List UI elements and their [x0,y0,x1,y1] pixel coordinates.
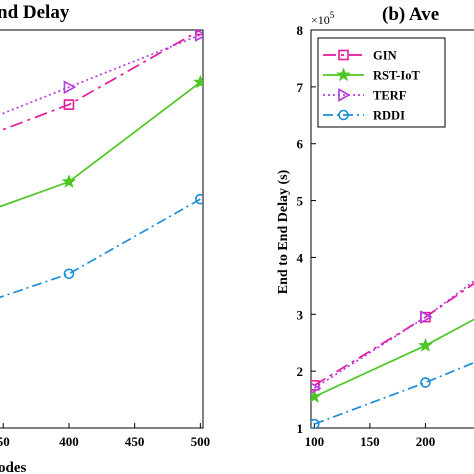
panel-a-series-rddi-point [195,193,203,205]
panel-b-x-tick-label: 100 [305,434,325,449]
panel-b-ticks: 100 150 200 1 2 3 4 5 6 7 8 [297,23,436,449]
panel-b-series-rst-iot-point [311,389,322,403]
panel-a-series-rst-iot-point [193,74,203,89]
panel-b-series-rddi-point [420,377,431,388]
panel-a-x-tick-label: 450 [125,434,145,449]
panel-a-x-tick-label: 500 [191,434,211,449]
panel-b-y-exponent: ×105 [311,10,335,27]
panel-b-x-tick-label: 200 [416,434,436,449]
panel-a-series-terf-point [195,30,203,42]
panel-b-series-terf [311,280,474,394]
panel-b-series-terf-point [420,310,433,324]
legend-label: GIN [373,49,397,63]
panel-b-x-tick-label: 150 [360,434,380,449]
panel-b-plot-area [311,280,474,428]
panel-a-series-gin-point [195,30,203,36]
panel-a-series-terf-point [63,80,77,95]
panel-b-y-tick-label: 1 [297,421,304,436]
panel-b-series-rddi-point [311,418,320,428]
panel-b-y-tick-label: 2 [297,364,304,379]
panel-b-series-rddi [311,361,474,428]
legend-label: TERF [373,89,407,103]
panel-b-series-terf-point [311,382,322,394]
panel-a-axes-box [0,29,204,429]
panel-a-plot-area [0,30,203,299]
legend-entry-rst-iot: RST-IoT [323,67,420,83]
panel-b-y-tick-label: 4 [297,250,304,265]
panel-b-series-terf-line [313,280,474,389]
panel-b-series-rst-iot [311,318,474,403]
panel-a-series-gin [0,30,203,132]
panel-a-series-rst-iot-point [61,174,77,188]
legend-marker [338,49,349,61]
panel-a-x-axis-label: odes [0,460,27,474]
panel-b-legend: GIN RST-IoT TERF RDDI [317,37,446,128]
panel-a-series-gin-point [63,99,75,110]
panel-a-end-to-end-delay: nd Delay 50 400 450 500 odes [0,2,210,474]
legend-label: RST-IoT [373,69,420,83]
panel-a-series-terf [0,30,203,116]
legend-marker [338,88,351,102]
panel-a-series-rddi [0,193,203,299]
panel-b-average-delay: (b) Ave ×105 100 150 200 1 2 3 4 5 6 7 8 End to En… [276,4,474,449]
panel-b-y-axis-label: End to End Delay (s) [276,169,291,294]
legend-label: RDDI [373,109,405,123]
panel-a-ticks: 50 400 450 500 [0,423,210,449]
panel-b-y-tick-label: 3 [297,307,304,322]
legend-marker [336,67,351,82]
panel-b-y-tick-label: 7 [297,80,304,95]
panel-a-x-tick-label: 400 [59,434,79,449]
legend-entry-terf: TERF [323,88,407,103]
legend-entry-gin: GIN [323,49,397,63]
panel-b-y-tick-label: 5 [297,194,304,209]
panel-b-series-rst-iot-point [418,337,433,352]
panel-a-series-rddi-point [63,268,75,280]
panel-a-series-rst-iot [0,74,203,208]
panel-b-y-tick-label: 8 [297,23,304,38]
panel-a-series-gin-line [0,30,201,132]
panel-b-y-tick-label: 6 [297,137,304,152]
panel-a-title: nd Delay [0,2,70,23]
legend-entry-rddi: RDDI [323,109,405,123]
panel-a-series-terf-line [0,34,201,116]
legend-marker [338,109,349,121]
panel-b-title: (b) Ave [382,4,439,25]
panel-a-x-tick-label: 50 [0,434,10,449]
